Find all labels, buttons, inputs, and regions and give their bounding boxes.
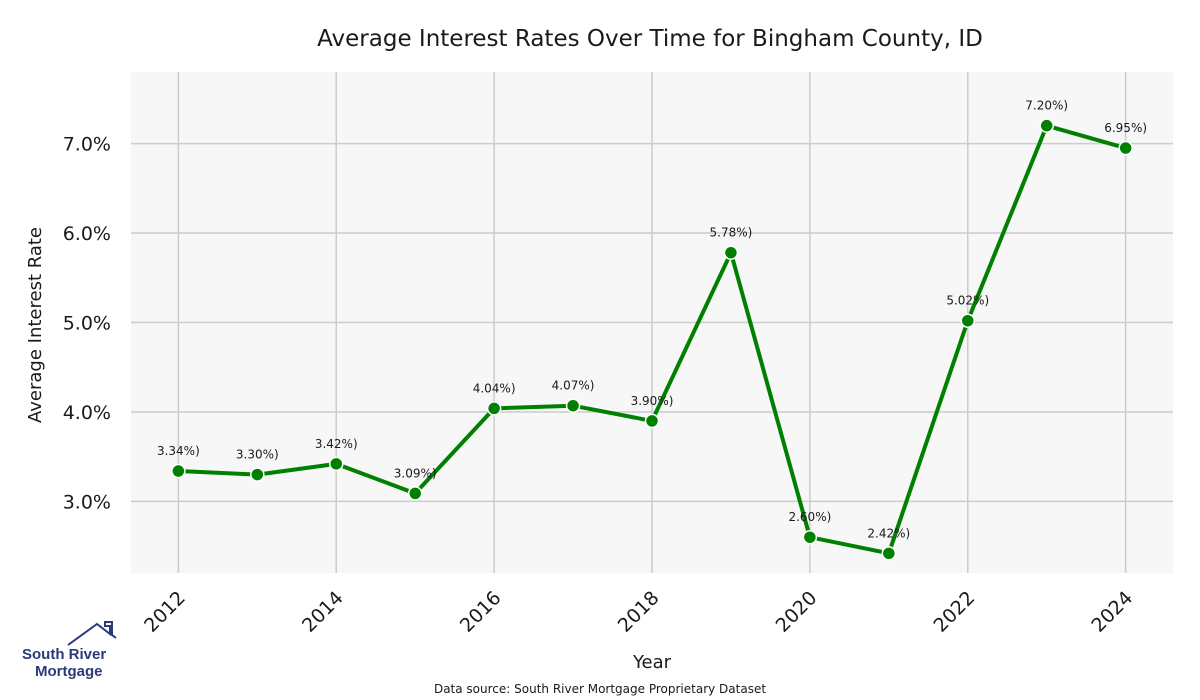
series-rates xyxy=(171,118,1133,561)
data-label: 3.90%) xyxy=(631,394,674,408)
x-tick-label: 2016 xyxy=(456,587,506,637)
x-axis-label: Year xyxy=(632,652,672,673)
x-tick-label: 2018 xyxy=(614,587,664,637)
y-tick-label: 5.0% xyxy=(63,313,111,335)
data-point xyxy=(802,529,818,545)
south-river-mortgage-logo: South River Mortgage xyxy=(22,621,117,680)
data-point xyxy=(960,313,976,328)
x-tick-label: 2022 xyxy=(930,587,980,637)
data-labels: 3.34%) 3.30%) 3.42%) 3.09%) 4.04%) 4.07%) 3.90… xyxy=(157,99,1147,541)
data-label: 3.09%) xyxy=(394,466,437,480)
x-tick-label: 2014 xyxy=(298,587,348,637)
data-label: 2.42%) xyxy=(867,526,910,540)
chart-title: Average Interest Rates Over Time for Bin… xyxy=(317,26,983,52)
data-point xyxy=(565,398,581,413)
data-point xyxy=(1118,140,1133,156)
x-tick-label: 2020 xyxy=(772,587,822,637)
data-label: 3.34%) xyxy=(157,444,200,458)
data-label: 6.95%) xyxy=(1104,121,1147,135)
data-point xyxy=(407,486,423,501)
house-roof-icon xyxy=(67,621,117,646)
y-axis-ticks: 3.0% 4.0% 5.0% 6.0% 7.0% xyxy=(63,134,111,514)
x-tick-label: 2024 xyxy=(1087,587,1137,637)
data-label: 7.20%) xyxy=(1025,99,1068,113)
y-tick-label: 6.0% xyxy=(63,223,111,245)
logo-line-2: Mortgage xyxy=(35,663,103,680)
data-point xyxy=(486,401,502,416)
data-point xyxy=(723,245,739,260)
y-tick-label: 7.0% xyxy=(63,134,111,156)
data-label: 3.30%) xyxy=(236,448,279,462)
data-point xyxy=(250,467,265,482)
logo-line-1: South River xyxy=(22,646,106,663)
data-point xyxy=(881,546,897,561)
data-point xyxy=(328,456,344,472)
x-axis-ticks: 2012 2014 2016 2018 2020 2022 2024 xyxy=(140,587,1137,637)
data-label: 3.42%) xyxy=(315,437,358,451)
y-axis-label: Average Interest Rate xyxy=(25,227,46,423)
data-label: 4.07%) xyxy=(552,379,595,393)
data-label: 5.02%) xyxy=(946,294,989,308)
y-tick-label: 4.0% xyxy=(63,402,111,424)
data-label: 4.04%) xyxy=(473,381,516,395)
y-tick-label: 3.0% xyxy=(63,491,111,513)
data-label: 2.60%) xyxy=(788,510,831,524)
data-label: 5.78%) xyxy=(710,226,753,240)
x-tick-label: 2012 xyxy=(140,587,190,637)
data-source-note: Data source: South River Mortgage Propri… xyxy=(434,682,766,696)
data-point xyxy=(644,413,660,429)
data-point xyxy=(171,463,186,479)
data-point xyxy=(1039,118,1054,133)
